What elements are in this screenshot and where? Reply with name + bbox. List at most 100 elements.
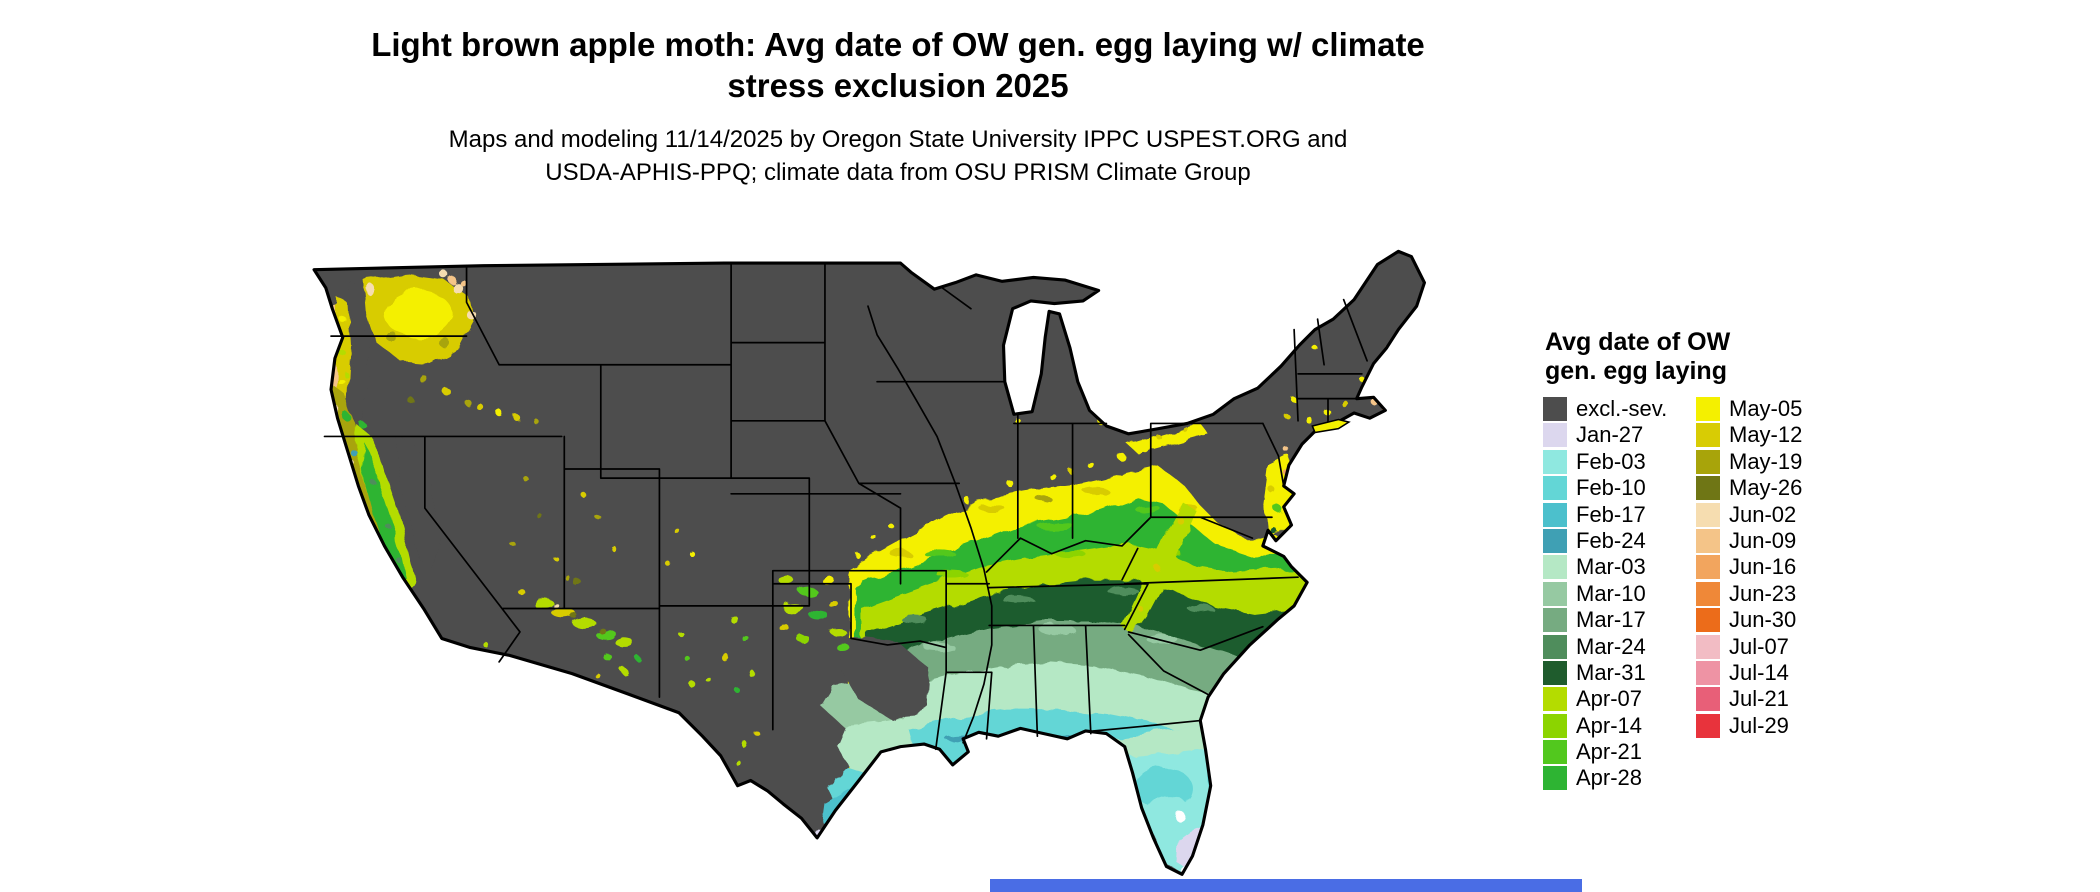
legend-swatch xyxy=(1543,687,1567,712)
legend-entry: Jun-09 xyxy=(1696,527,1802,553)
legend-column-1: excl.-sev. Jan-27 Feb-03 Feb-10 xyxy=(1543,396,1696,791)
legend-swatch xyxy=(1543,397,1567,421)
legend-swatch xyxy=(1543,766,1567,791)
map-subtitle-line1: Maps and modeling 11/14/2025 by Oregon S… xyxy=(448,125,1348,153)
legend-label: Mar-10 xyxy=(1576,580,1646,606)
legend-swatch xyxy=(1696,502,1720,527)
map-landmass xyxy=(314,251,1425,875)
legend-swatch xyxy=(1543,528,1567,553)
legend-entry: Jun-23 xyxy=(1696,580,1802,606)
legend-label: Apr-28 xyxy=(1576,765,1643,791)
legend-label: Feb-24 xyxy=(1576,527,1646,553)
legend-label: Apr-07 xyxy=(1576,686,1643,712)
legend-label: Jul-29 xyxy=(1729,712,1789,738)
legend-swatch xyxy=(1543,502,1567,527)
legend-entry: Feb-03 xyxy=(1543,448,1696,474)
legend-columns: excl.-sev. Jan-27 Feb-03 Feb-10 xyxy=(1543,396,1803,791)
legend-entry: Apr-28 xyxy=(1543,765,1696,791)
map-title: Light brown apple moth: Avg date of OW g… xyxy=(0,24,1796,107)
us-map xyxy=(312,249,1427,876)
legend-entry: Feb-17 xyxy=(1543,501,1696,527)
legend-label: Feb-17 xyxy=(1576,501,1646,527)
legend-entry: Mar-17 xyxy=(1543,607,1696,633)
map-title-line1: Light brown apple moth: Avg date of OW g… xyxy=(371,26,1425,63)
legend-swatch xyxy=(1696,528,1720,553)
map-florida-details xyxy=(998,725,1211,873)
legend-label: May-05 xyxy=(1729,396,1803,421)
map-subtitle-line2: USDA-APHIS-PPQ; climate data from OSU PR… xyxy=(545,159,1251,187)
legend-swatch xyxy=(1543,449,1567,474)
legend-swatch xyxy=(1543,555,1567,580)
legend-swatch xyxy=(1696,687,1720,712)
legend-entry: Jun-30 xyxy=(1696,607,1802,633)
legend-swatch xyxy=(1543,608,1567,633)
map-title-line2: stress exclusion 2025 xyxy=(727,67,1069,105)
legend-entry: Apr-14 xyxy=(1543,712,1696,738)
legend-entry: May-19 xyxy=(1696,448,1803,474)
legend-label: Jun-23 xyxy=(1729,580,1797,606)
legend-swatch xyxy=(1543,634,1567,659)
legend-swatch xyxy=(1696,660,1720,685)
legend-entry: Mar-24 xyxy=(1543,633,1696,659)
legend-title-line1: Avg date of OW xyxy=(1545,328,1731,356)
map-container xyxy=(288,226,1487,888)
legend-entry: Jul-07 xyxy=(1696,634,1802,659)
header: Light brown apple moth: Avg date of OW g… xyxy=(0,24,1796,190)
legend-entry: excl.-sev. xyxy=(1543,396,1696,421)
legend-label: Jun-09 xyxy=(1729,527,1797,553)
legend-label: Jun-30 xyxy=(1729,607,1797,633)
legend-label: Jan-27 xyxy=(1576,422,1644,448)
legend-swatch xyxy=(1696,634,1720,659)
legend-entry: Jul-29 xyxy=(1696,712,1802,738)
legend-swatch xyxy=(1543,581,1567,606)
legend-label: May-19 xyxy=(1729,448,1803,474)
legend-label: Mar-17 xyxy=(1576,607,1646,633)
legend-swatch xyxy=(1696,713,1720,738)
legend-label: Feb-03 xyxy=(1576,448,1646,474)
legend-swatch xyxy=(1543,740,1567,765)
legend-entry: Jan-27 xyxy=(1543,422,1696,448)
legend-entry: Mar-03 xyxy=(1543,554,1696,580)
legend-entry: Jun-16 xyxy=(1696,554,1802,580)
legend-entry: May-05 xyxy=(1696,396,1803,421)
legend-label: Apr-14 xyxy=(1576,712,1643,738)
legend-entry: Feb-24 xyxy=(1543,527,1696,553)
legend-entry: Mar-31 xyxy=(1543,659,1696,685)
legend-swatch xyxy=(1543,713,1567,738)
legend-swatch xyxy=(1543,423,1567,448)
map-subtitle: Maps and modeling 11/14/2025 by Oregon S… xyxy=(0,123,1796,190)
legend-title-line2: gen. egg laying xyxy=(1545,356,1727,385)
legend-column-2: May-05 May-12 May-19 May-26 xyxy=(1696,396,1803,790)
legend-label: excl.-sev. xyxy=(1576,396,1668,421)
state-borders xyxy=(323,262,1368,751)
legend-label: Mar-03 xyxy=(1576,554,1646,580)
legend-entry: Feb-10 xyxy=(1543,475,1696,501)
legend-swatch xyxy=(1543,476,1567,501)
legend-label: Jul-21 xyxy=(1729,686,1789,712)
legend-entry: Apr-07 xyxy=(1543,686,1696,712)
legend-swatch xyxy=(1696,423,1720,448)
legend-label: May-12 xyxy=(1729,422,1803,448)
legend-label: Mar-24 xyxy=(1576,633,1646,659)
legend-swatch xyxy=(1543,660,1567,685)
legend-swatch xyxy=(1696,555,1720,580)
legend-swatch xyxy=(1696,449,1720,474)
legend-label: Mar-31 xyxy=(1576,659,1646,685)
long-island xyxy=(1311,418,1351,434)
map-midwest-specks xyxy=(856,379,1209,559)
legend-entry: May-26 xyxy=(1696,475,1803,501)
legend-title: Avg date of OW gen. egg laying xyxy=(1545,328,1802,385)
legend-swatch xyxy=(1696,476,1720,501)
legend-swatch xyxy=(1696,397,1720,421)
legend-entry: Jul-21 xyxy=(1696,686,1802,712)
legend-label: Feb-10 xyxy=(1576,475,1646,501)
legend-entry: May-12 xyxy=(1696,422,1803,448)
legend-label: Jun-16 xyxy=(1729,554,1797,580)
map-appalachia-finger xyxy=(1122,501,1198,635)
legend-swatch xyxy=(1696,581,1720,606)
legend-label: Jul-14 xyxy=(1729,659,1789,685)
legend-entry: Apr-21 xyxy=(1543,739,1696,765)
legend: Avg date of OW gen. egg laying excl.-sev… xyxy=(1543,328,1803,791)
legend-label: May-26 xyxy=(1729,475,1803,501)
us-outline xyxy=(312,249,1427,876)
